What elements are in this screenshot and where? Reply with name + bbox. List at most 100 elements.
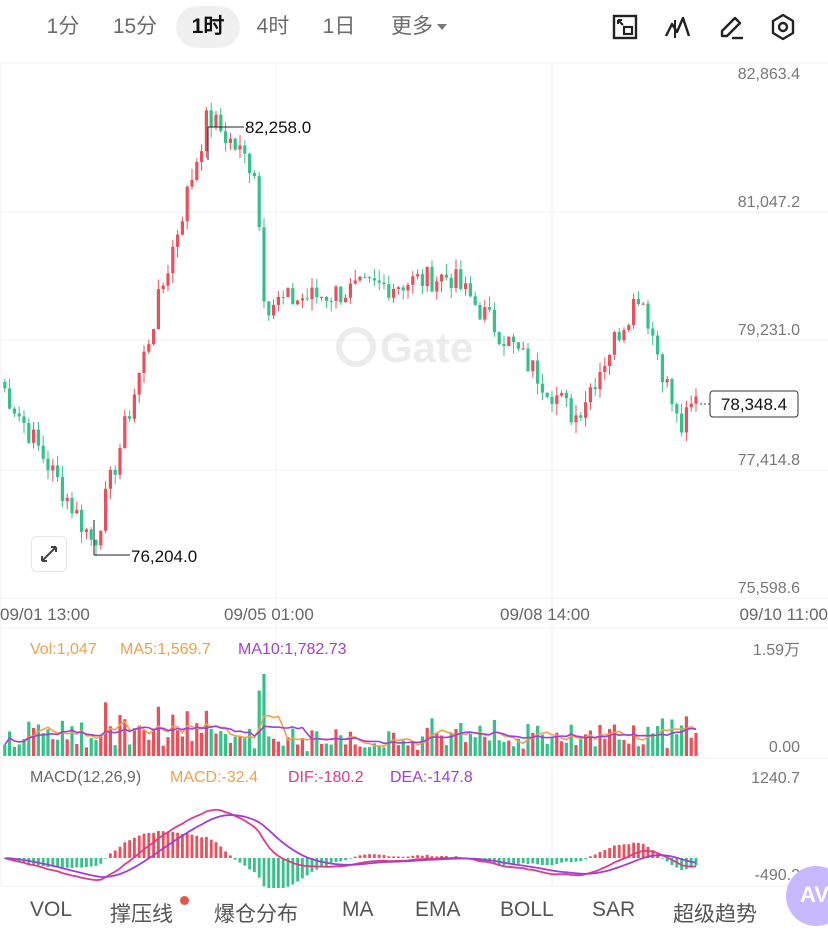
candle-body (22, 416, 26, 424)
candle-body (147, 344, 151, 352)
candle-body (137, 372, 141, 395)
candle-body (36, 429, 40, 446)
tf-more-dropdown[interactable]: 更多 (380, 6, 458, 48)
macd-histogram-bar (392, 856, 395, 858)
tab-ma[interactable]: MA (342, 898, 374, 921)
volume-bar (195, 723, 199, 756)
macd-histogram-bar (243, 858, 247, 866)
tf-4h[interactable]: 4时 (256, 15, 290, 38)
crop-icon[interactable] (610, 12, 640, 42)
candle-body (627, 325, 631, 331)
macd-histogram-bar (190, 834, 194, 858)
volume-bar (17, 744, 21, 756)
tab-support-resistance[interactable]: 撑压线 (110, 903, 173, 926)
macd-histogram-bar (233, 858, 237, 860)
macd-value-label: MACD:-32.4 (170, 769, 258, 786)
price-chart[interactable]: Gate 82,863.4 81,047.2 79,231.0 77,414.8… (0, 0, 828, 888)
macd-dif-line (4, 808, 697, 882)
candle-body (113, 469, 117, 475)
macd-histogram-bar (176, 832, 179, 858)
indicator-tabs: VOL 撑压线 爆仓分布 MA EMA BOLL SAR 超级趋势 (0, 888, 828, 940)
candle-body (584, 402, 588, 418)
candle-body (89, 529, 93, 540)
macd-histogram-bar (665, 858, 669, 862)
macd-histogram-bar (425, 854, 429, 858)
candle-body (454, 269, 458, 288)
macd-histogram-bar (89, 858, 93, 867)
candle-body (300, 298, 304, 301)
macd-histogram-bar (627, 844, 631, 858)
candle-body (425, 266, 429, 287)
macd-histogram-bar (133, 837, 136, 858)
volume-bar (641, 744, 645, 756)
tab-ema[interactable]: EMA (415, 898, 461, 921)
grid (0, 62, 828, 887)
candle-body (680, 413, 684, 433)
candle-body (161, 285, 165, 290)
macd-histogram-bar (248, 858, 251, 870)
volume-bar (248, 728, 252, 756)
candle-body (598, 371, 602, 390)
volume-bar (550, 737, 554, 756)
macd-histogram-bar (171, 831, 175, 858)
volume-bar (392, 732, 396, 756)
tf-1h[interactable]: 1时 (176, 6, 240, 48)
volume-bar (310, 730, 314, 756)
tf-1m[interactable]: 1分 (46, 15, 80, 38)
macd-title: MACD(12,26,9) (30, 769, 141, 786)
macd-histogram-bar (382, 854, 386, 858)
macd-histogram-bar (315, 858, 319, 870)
candle-body (41, 445, 45, 459)
expand-chart-button[interactable] (31, 536, 67, 572)
volume-bar (185, 711, 189, 756)
candle-body (272, 304, 276, 316)
candle-body (142, 351, 146, 373)
macd-histogram-bar (128, 840, 131, 858)
candle-body (257, 176, 261, 228)
tab-sar[interactable]: SAR (592, 898, 636, 921)
volume-bar (238, 736, 242, 756)
volume-bar (123, 719, 127, 756)
tab-liquidation-map[interactable]: 爆仓分布 (214, 903, 298, 926)
macd-histogram-bar (214, 842, 218, 858)
volume-bar (646, 726, 650, 756)
candle-body (166, 273, 170, 286)
volume-bar (358, 746, 362, 756)
candle-body (531, 360, 535, 372)
settings-icon[interactable] (768, 12, 798, 42)
tf-1d[interactable]: 1日 (322, 15, 356, 38)
assistant-avatar[interactable]: AV (786, 866, 828, 926)
tab-boll[interactable]: BOLL (500, 898, 554, 921)
candle-body (401, 287, 405, 291)
macd-histogram-bar (291, 858, 295, 885)
macd-histogram-bar (397, 856, 400, 858)
volume-bar (536, 725, 540, 756)
candle-body (430, 266, 434, 292)
candle-body (617, 332, 621, 341)
tab-supertrend[interactable]: 超级趋势 (673, 903, 757, 926)
volume-bar (252, 748, 256, 756)
candle-body (233, 138, 237, 150)
tab-vol[interactable]: VOL (30, 898, 73, 921)
candle-body (329, 300, 333, 302)
volume-bar (84, 747, 88, 756)
candle-body (252, 173, 256, 177)
volume-bar (569, 724, 573, 756)
volume-bar (272, 738, 276, 756)
macd-histogram-bar (430, 856, 434, 858)
draw-icon[interactable] (716, 12, 746, 42)
indicator-icon[interactable] (663, 12, 693, 42)
low-marker: 76,204.0 (93, 520, 197, 566)
candle-body (588, 387, 592, 403)
volume-bar (137, 725, 141, 756)
macd-histogram-bar (329, 858, 333, 865)
volume-bar (627, 743, 631, 756)
candle-body (176, 234, 180, 247)
candle-body (12, 408, 16, 414)
candle-body (171, 246, 175, 274)
candle-body (363, 276, 367, 278)
candle-body (190, 179, 194, 187)
tf-15m[interactable]: 15分 (112, 15, 158, 38)
macd-histogram-bar (603, 850, 607, 858)
macd-histogram-bar (70, 858, 74, 869)
